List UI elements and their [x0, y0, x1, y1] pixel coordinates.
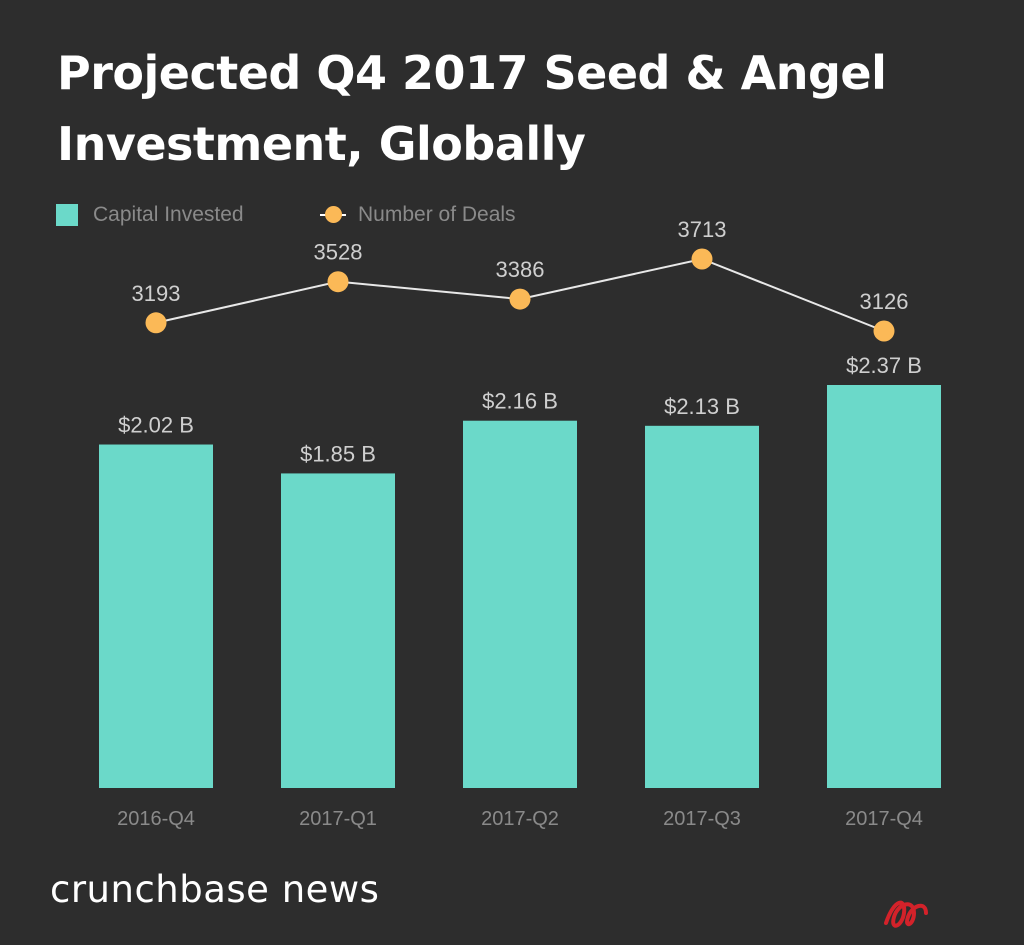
- bar-value-label: $2.37 B: [846, 353, 922, 378]
- deals-point: [327, 271, 349, 293]
- legend-label-deals: Number of Deals: [358, 203, 516, 226]
- bar-value-label: $2.13 B: [664, 394, 740, 419]
- legend-swatch-dot: [325, 206, 342, 223]
- deals-point: [691, 248, 713, 270]
- deals-point: [145, 312, 167, 334]
- bar-value-label: $1.85 B: [300, 441, 376, 466]
- bar-2017-Q4: [827, 385, 941, 788]
- deals-value-label: 3528: [314, 240, 363, 265]
- deals-point: [873, 320, 895, 342]
- deals-point: [509, 288, 531, 310]
- deals-value-label: 3193: [132, 281, 181, 306]
- legend-swatch-bar: [56, 204, 78, 226]
- category-tick-label: 2016-Q4: [117, 808, 195, 830]
- bar-value-label: $2.02 B: [118, 413, 194, 438]
- bar-2017-Q1: [281, 473, 395, 788]
- category-tick-label: 2017-Q4: [845, 808, 923, 830]
- watermark-logo: [884, 900, 1014, 928]
- bar-2017-Q3: [645, 425, 759, 788]
- deals-value-label: 3126: [860, 289, 909, 314]
- bar-value-label: $2.16 B: [482, 389, 558, 414]
- category-tick-label: 2017-Q1: [299, 808, 377, 830]
- legend-label-capital: Capital Invested: [93, 203, 244, 226]
- brand-logo: crunchbase news: [50, 868, 380, 911]
- bar-2017-Q2: [463, 420, 577, 788]
- category-tick-label: 2017-Q2: [481, 808, 559, 830]
- category-tick-label: 2017-Q3: [663, 808, 741, 830]
- page-title: Projected Q4 2017 Seed & Angel Investmen…: [57, 46, 887, 171]
- bar-2016-Q4: [99, 444, 213, 788]
- deals-value-label: 3713: [678, 217, 727, 242]
- deals-value-label: 3386: [496, 257, 545, 282]
